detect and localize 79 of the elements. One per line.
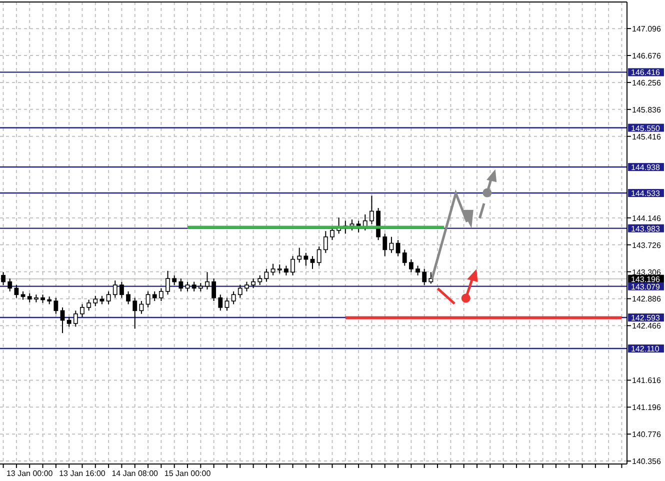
- y-tick-label: 140.356: [632, 457, 662, 466]
- candlestick: [8, 278, 12, 292]
- candlestick: [146, 290, 150, 308]
- candlestick: [80, 304, 84, 318]
- candlestick: [396, 240, 400, 257]
- candlestick: [370, 195, 374, 225]
- x-tick-label: 14 Jan 08:00: [112, 469, 159, 478]
- y-tick-label: 142.886: [632, 294, 662, 304]
- candlestick: [422, 268, 427, 286]
- candlestick: [178, 278, 184, 292]
- candlestick: [408, 258, 414, 273]
- y-tick-label: 146.676: [632, 52, 662, 61]
- candlestick: [54, 297, 58, 314]
- candlestick: [224, 297, 230, 312]
- candlestick: [66, 316, 72, 328]
- candlestick: [316, 246, 322, 266]
- ref-line-label: 142.110: [631, 344, 660, 354]
- candlestick: [212, 278, 216, 302]
- x-tick-label: 13 Jan 00:00: [6, 469, 54, 478]
- candlestick: [14, 284, 19, 298]
- x-tick-label: 15 Jan 00:00: [164, 469, 212, 478]
- candlestick: [428, 272, 434, 284]
- candlestick: [264, 268, 269, 282]
- candlestick: [112, 280, 118, 298]
- candlestick: [416, 265, 420, 276]
- candlestick: [158, 288, 164, 302]
- candlestick: [323, 230, 328, 254]
- y-tick-label: 145.836: [632, 105, 662, 114]
- y-tick-label: 140.776: [632, 430, 662, 440]
- candlestick: [218, 294, 223, 312]
- candlestick: [231, 290, 236, 305]
- candlestick: [297, 247, 302, 264]
- ref-line-label: 145.550: [631, 124, 660, 133]
- ref-line-label: 143.196: [631, 274, 660, 284]
- candlestick: [172, 274, 177, 286]
- candlestick: [106, 290, 111, 305]
- candlestick: [185, 281, 190, 292]
- candlestick: [166, 270, 170, 296]
- candlestick: [126, 290, 131, 305]
- candlestick: [120, 281, 124, 298]
- ref-line-label: 143.983: [631, 224, 660, 234]
- candlestick: [238, 284, 242, 298]
- candlestick: [139, 300, 144, 314]
- candlestick: [244, 281, 249, 292]
- candlestick: [389, 236, 394, 254]
- candlestick: [330, 226, 334, 241]
- candlestick: [205, 272, 210, 290]
- candlestick: [1, 272, 6, 286]
- candlestick: [402, 249, 407, 266]
- y-tick-label: 142.466: [632, 322, 662, 331]
- y-tick-label: 141.196: [632, 403, 662, 412]
- y-tick-label: 146.256: [632, 78, 662, 88]
- candlestick: [86, 299, 92, 312]
- candlestick: [290, 256, 295, 276]
- ref-line-label: 143.079: [631, 282, 660, 292]
- candlestick: [270, 263, 276, 276]
- candlestick: [93, 295, 98, 307]
- x-tick-label: 13 Jan 16:00: [59, 469, 106, 478]
- candlestick: [152, 290, 157, 302]
- candlestick: [60, 306, 65, 334]
- candlestick: [132, 297, 138, 330]
- y-tick-label: 141.616: [632, 376, 662, 386]
- y-tick-label: 143.306: [632, 268, 662, 277]
- y-tick-label: 147.096: [632, 24, 662, 34]
- y-tick-label: 143.726: [632, 240, 662, 250]
- y-tick-label: 144.146: [632, 214, 662, 223]
- ref-line-label: 142.593: [631, 314, 660, 323]
- candlestick: [192, 281, 196, 292]
- candlestick: [258, 274, 262, 286]
- candlestick: [304, 252, 308, 266]
- candlestick: [310, 256, 315, 270]
- candlestick: [382, 233, 388, 257]
- candlestick: [73, 310, 78, 328]
- ref-line-label: 144.533: [631, 189, 660, 198]
- ref-line-label: 146.416: [631, 68, 660, 78]
- candlestick: [284, 265, 288, 276]
- candlestick: [251, 278, 256, 289]
- y-tick-label: 145.416: [632, 132, 662, 142]
- ref-line-label: 144.938: [631, 163, 660, 172]
